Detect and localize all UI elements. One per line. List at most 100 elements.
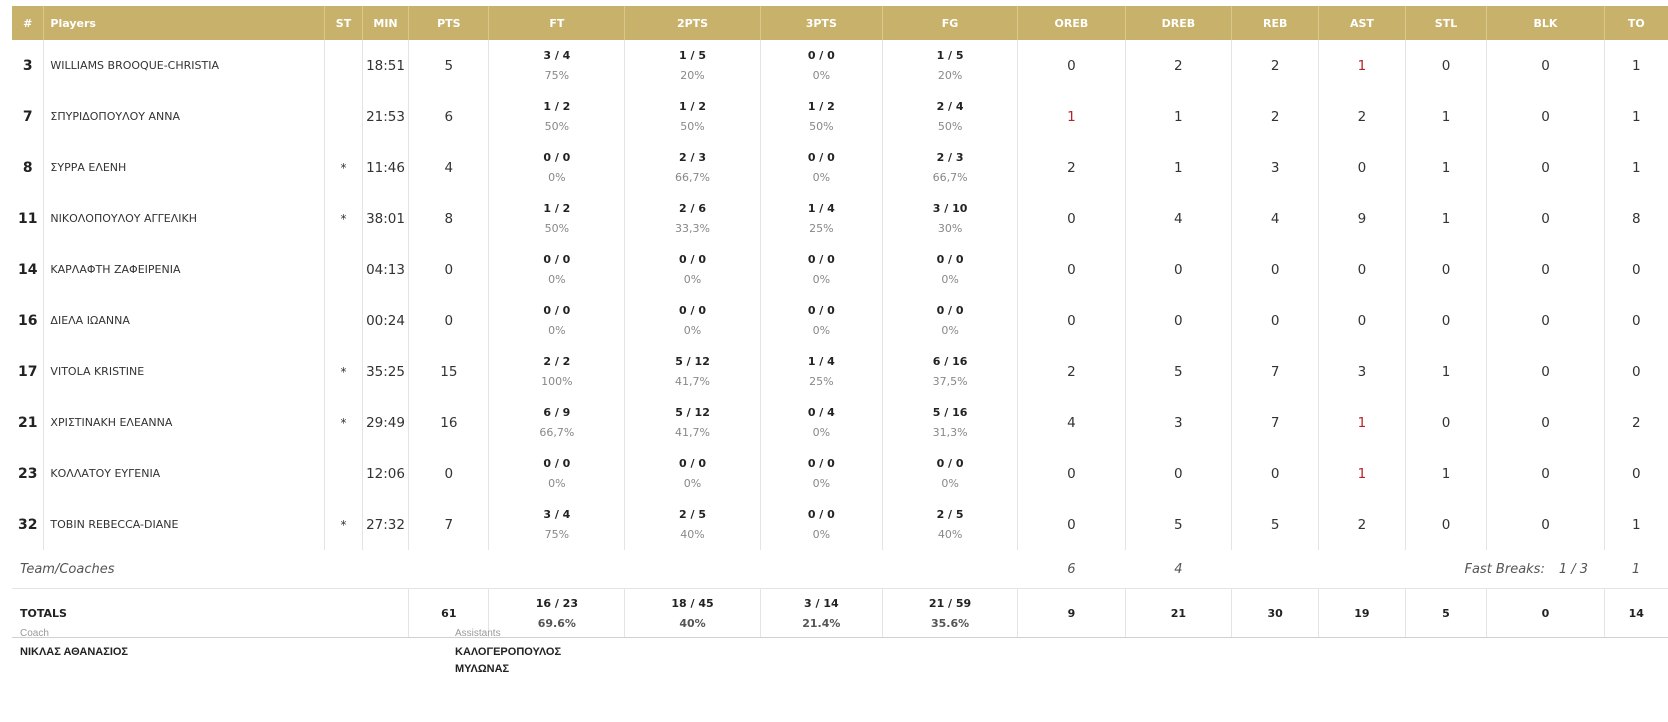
defensive-rebounds: 5 [1125,346,1233,397]
player-name[interactable]: VITOLA KRISTINE [43,346,326,397]
three-pointers-pct: 0% [812,528,831,541]
field-goals: 5 / 16 31,3% [882,397,1019,448]
player-row: 3 WILLIAMS BROOQUE-CHRISTIA 18:51 5 3 / 4 75%… [12,40,1668,91]
offensive-rebounds: 0 [1017,448,1126,499]
column-header-pts[interactable]: PTS [408,6,490,40]
minutes: 29:49 [362,397,410,448]
defensive-rebounds: 1 [1125,91,1233,142]
column-header-2pts[interactable]: 2PTS [624,6,761,40]
player-name[interactable]: ΣΠΥΡΙΔΟΠΟΥΛΟΥ ΑΝΝΑ [43,91,326,142]
field-goals-made: 3 / 10 [932,202,968,215]
total-assists: 19 [1318,588,1406,638]
field-goals-pct: 0% [941,324,959,337]
starter-mark [324,40,363,91]
team-defensive-rebounds: 4 [1174,561,1183,577]
blocks: 0 [1486,142,1605,193]
steals: 1 [1405,142,1488,193]
field-goals: 0 / 0 0% [882,244,1019,295]
free-throws-made: 3 / 4 [543,508,571,521]
points: 6 [408,91,490,142]
column-header-players[interactable]: Players [43,6,326,40]
three-pointers: 1 / 2 50% [760,91,884,142]
column-header-ast[interactable]: AST [1318,6,1406,40]
column-header-fg[interactable]: FG [882,6,1019,40]
column-header-num[interactable]: # [12,6,45,40]
turnovers: 0 [1631,312,1641,329]
defensive-rebounds: 2 [1125,40,1233,91]
assists: 9 [1318,193,1406,244]
column-header-dreb[interactable]: DREB [1125,6,1233,40]
minutes: 04:13 [362,244,410,295]
free-throws-pct: 0% [548,477,566,490]
column-header-min[interactable]: MIN [362,6,410,40]
minutes: 35:25 [362,346,410,397]
free-throws: 1 / 2 50% [488,193,626,244]
player-name[interactable]: ΚΟΛΛΑΤΟΥ ΕΥΓΕΝΙΑ [43,448,326,499]
player-name[interactable]: ΝΙΚΟΛΟΠΟΥΛΟΥ ΑΓΓΕΛΙΚΗ [43,193,326,244]
column-header-blk[interactable]: BLK [1486,6,1605,40]
minutes: 21:53 [362,91,410,142]
column-header-oreb[interactable]: OREB [1017,6,1126,40]
assists: 2 [1318,499,1406,550]
player-name[interactable]: TOBIN REBECCA-DIANE [43,499,326,550]
total-field-goals-made: 21 / 59 [928,596,972,610]
player-name[interactable]: ΣΥΡΡΑ ΕΛΕΝΗ [43,142,326,193]
player-row: 11 ΝΙΚΟΛΟΠΟΥΛΟΥ ΑΓΓΕΛΙΚΗ * 38:01 8 1 / 2 50% 2 … [12,193,1668,244]
player-number: 11 [12,193,45,244]
column-header-reb[interactable]: REB [1231,6,1320,40]
three-pointers-made: 0 / 0 [807,508,835,521]
three-pointers: 1 / 4 25% [760,346,884,397]
two-pointers-made: 2 / 5 [679,508,707,521]
column-header-st[interactable]: ST [324,6,363,40]
total-offensive-rebounds: 9 [1017,588,1126,638]
fast-breaks: Fast Breaks: 1 / 3 [1232,550,1604,589]
field-goals-made: 0 / 0 [936,253,964,266]
player-name[interactable]: ΚΑΡΛΑΦΤΗ ΖΑΦΕΙΡΕΝΙΑ [43,244,326,295]
rebounds: 7 [1231,346,1320,397]
steals: 1 [1405,193,1488,244]
two-pointers: 5 / 12 41,7% [624,397,761,448]
free-throws: 6 / 9 66,7% [488,397,626,448]
defensive-rebounds: 1 [1125,142,1233,193]
player-name[interactable]: WILLIAMS BROOQUE-CHRISTIA [43,40,326,91]
points: 0 [408,448,490,499]
two-pointers-pct: 66,7% [675,171,710,184]
field-goals-made: 0 / 0 [936,304,964,317]
two-pointers-pct: 0% [683,273,702,286]
assists: 1 [1318,397,1406,448]
total-three-pointers-made: 3 / 14 [803,596,839,610]
field-goals: 2 / 5 40% [882,499,1019,550]
assists: 0 [1318,295,1406,346]
column-header-3pts[interactable]: 3PTS [760,6,884,40]
field-goals-made: 0 / 0 [936,457,964,470]
points: 8 [408,193,490,244]
player-name[interactable]: ΔΙΕΛΑ ΙΩΑΝΝΑ [43,295,326,346]
total-steals: 5 [1405,588,1488,638]
rebounds: 2 [1231,40,1320,91]
points: 7 [408,499,490,550]
player-row: 21 ΧΡΙΣΤΙΝΑΚΗ ΕΛΕΑΝΝΑ * 29:49 16 6 / 9 66,7% 5 … [12,397,1668,448]
player-name[interactable]: ΧΡΙΣΤΙΝΑΚΗ ΕΛΕΑΝΝΑ [43,397,326,448]
free-throws-pct: 0% [548,171,566,184]
defensive-rebounds: 4 [1125,193,1233,244]
column-header-ft[interactable]: FT [488,6,626,40]
starter-mark: * [324,397,363,448]
turnovers: 2 [1631,414,1641,431]
three-pointers-made: 1 / 4 [807,355,835,368]
three-pointers-made: 0 / 0 [807,49,835,62]
column-header-stl[interactable]: STL [1405,6,1488,40]
points: 16 [408,397,490,448]
steals: 0 [1405,40,1488,91]
turnovers: 0 [1631,465,1641,482]
total-defensive-rebounds: 21 [1125,588,1233,638]
free-throws-pct: 0% [548,324,566,337]
field-goals: 2 / 3 66,7% [882,142,1019,193]
player-number: 14 [12,244,45,295]
column-header-to[interactable]: TO [1604,6,1668,40]
free-throws: 0 / 0 0% [488,448,626,499]
defensive-rebounds: 5 [1125,499,1233,550]
three-pointers-pct: 0% [812,273,831,286]
defensive-rebounds: 3 [1125,397,1233,448]
three-pointers-made: 1 / 4 [807,202,835,215]
steals: 1 [1405,91,1488,142]
